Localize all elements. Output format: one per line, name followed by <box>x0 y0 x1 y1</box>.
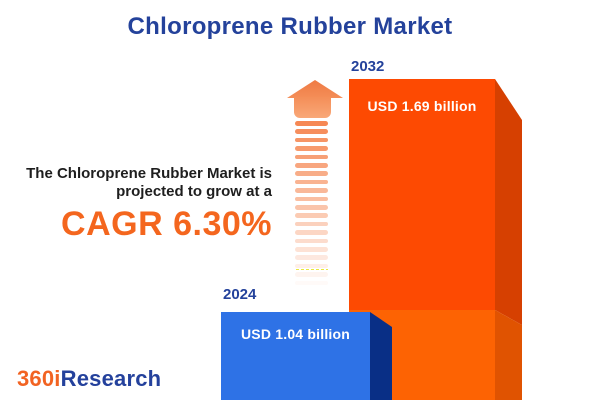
bar-2024-front <box>221 312 370 400</box>
arrow-stripe <box>295 196 328 202</box>
arrow-stripe <box>295 188 328 193</box>
arrow-stripe <box>295 213 328 218</box>
arrow-stripe <box>295 255 328 260</box>
arrow-stripe <box>295 205 328 210</box>
arrow-stripe <box>295 121 328 126</box>
arrow-stripe <box>295 280 328 286</box>
annotation-line-2: projected to grow at a <box>116 183 272 200</box>
arrow-stripe <box>295 146 328 151</box>
growth-arrow-shaft <box>294 97 331 118</box>
year-label-2024: 2024 <box>223 286 257 303</box>
arrow-stripe <box>295 247 328 252</box>
arrow-yellow-dash <box>296 268 328 271</box>
growth-arrow-icon <box>287 80 343 98</box>
arrow-stripe <box>295 179 328 185</box>
arrow-stripe <box>295 154 328 160</box>
arrow-stripe <box>295 272 328 277</box>
arrow-stripe <box>295 137 328 143</box>
bar-2024-side <box>370 312 392 400</box>
bar-2032-side-lower <box>495 310 522 400</box>
arrow-stripe <box>295 221 328 227</box>
arrow-stripe <box>295 171 328 176</box>
arrow-stripe <box>295 163 328 168</box>
bar-2032-front-upper <box>349 79 495 310</box>
cagr-value: CAGR 6.30% <box>61 205 272 243</box>
year-label-2032: 2032 <box>351 58 385 75</box>
page-title: Chloroprene Rubber Market <box>127 13 453 40</box>
bar-2032-side-upper <box>495 79 522 325</box>
logo-360iresearch: 360iResearch <box>17 368 161 390</box>
arrow-stripe <box>295 129 328 134</box>
arrow-stripe <box>295 263 328 269</box>
logo-text-blue: Research <box>60 366 162 391</box>
annotation-line-1: The Chloroprene Rubber Market is <box>26 165 272 182</box>
arrow-stripe <box>295 238 328 244</box>
bar-value-2024: USD 1.04 billion <box>241 326 350 342</box>
logo-text-orange: 360i <box>17 366 61 391</box>
arrow-stripe <box>295 230 328 235</box>
annotation-block: The Chloroprene Rubber Market is project… <box>20 165 272 241</box>
bar-value-2032: USD 1.69 billion <box>367 98 477 114</box>
